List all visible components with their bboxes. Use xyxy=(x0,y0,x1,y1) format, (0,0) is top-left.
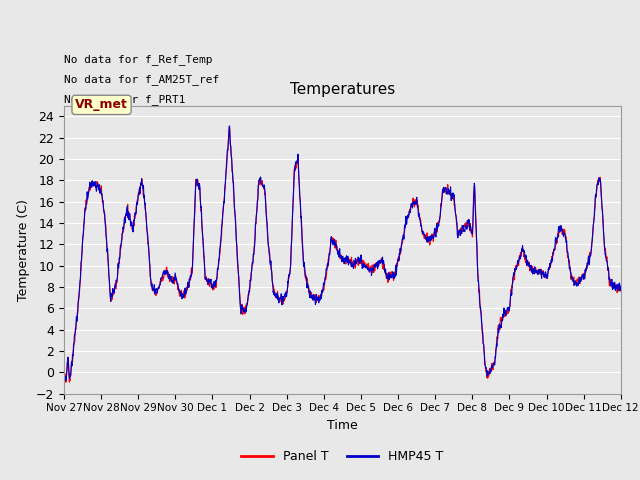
Legend: Panel T, HMP45 T: Panel T, HMP45 T xyxy=(236,445,449,468)
Text: No data for f_PRT1: No data for f_PRT1 xyxy=(64,94,186,105)
HMP45 T xyxy=(505,307,513,312)
X-axis label: Time: Time xyxy=(327,419,358,432)
Panel T xyxy=(584,262,591,267)
Panel T xyxy=(225,124,233,130)
Panel T xyxy=(65,379,73,385)
HMP45 T xyxy=(584,263,591,268)
HMP45 T xyxy=(371,261,379,267)
HMP45 T xyxy=(60,374,68,380)
Panel T xyxy=(568,273,576,279)
Panel T xyxy=(359,261,367,266)
HMP45 T xyxy=(568,275,576,280)
Text: No data for f_Ref_Temp: No data for f_Ref_Temp xyxy=(64,54,212,65)
Text: VR_met: VR_met xyxy=(75,98,128,111)
Y-axis label: Temperature (C): Temperature (C) xyxy=(17,199,30,300)
Panel T xyxy=(216,253,223,259)
Line: HMP45 T: HMP45 T xyxy=(64,126,621,381)
Panel T xyxy=(505,309,513,315)
Title: Temperatures: Temperatures xyxy=(290,83,395,97)
HMP45 T xyxy=(216,250,223,255)
Panel T xyxy=(371,264,379,270)
HMP45 T xyxy=(225,123,233,129)
Line: Panel T: Panel T xyxy=(64,127,621,382)
Panel T xyxy=(617,288,625,294)
Panel T xyxy=(60,369,68,375)
Text: No data for f_AM25T_ref: No data for f_AM25T_ref xyxy=(64,74,220,85)
HMP45 T xyxy=(62,378,70,384)
HMP45 T xyxy=(359,263,367,268)
HMP45 T xyxy=(617,283,625,289)
